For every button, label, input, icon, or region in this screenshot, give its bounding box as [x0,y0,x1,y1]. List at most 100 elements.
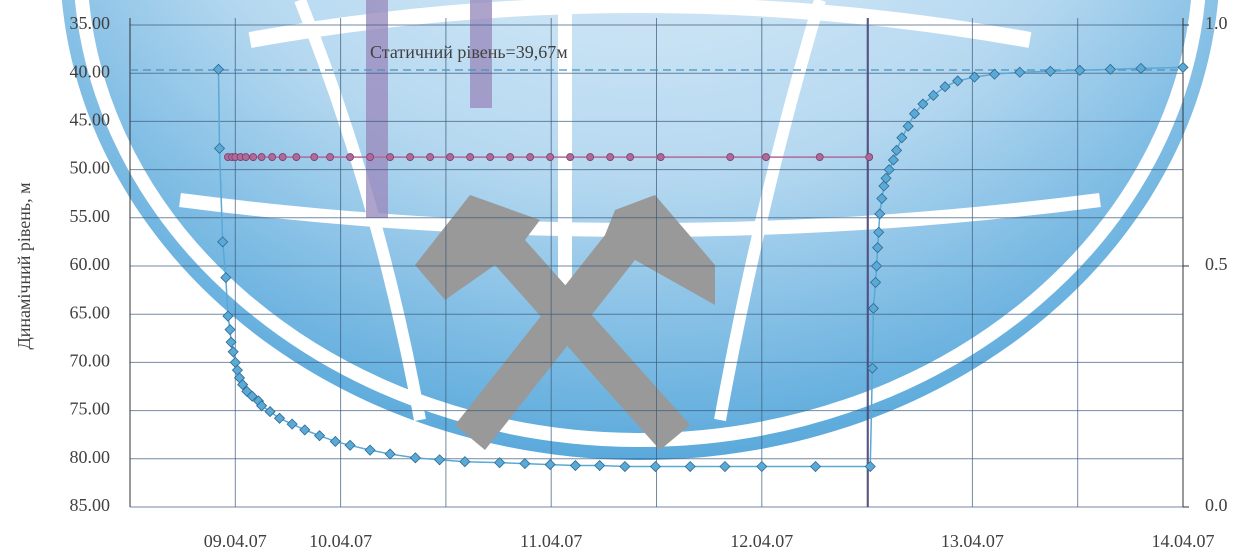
data-point [346,153,354,161]
data-point [866,362,878,374]
data-point [426,153,435,161]
data-point [908,108,921,120]
data-point [756,460,768,473]
data-point [286,418,298,430]
data-point [519,458,531,470]
data-point [902,120,914,132]
y-tick-label: 80.00 [70,447,111,467]
data-point [212,63,225,75]
data-point [225,336,237,348]
data-point [310,153,319,161]
data-point [364,444,376,456]
data-point [386,153,394,161]
data-point [586,153,595,161]
y-tick-label: 50.00 [70,158,111,178]
y-axis-title: Динамічний рівень, м [14,183,34,350]
data-point [626,153,635,161]
data-point [1014,66,1026,78]
data-point [896,132,908,144]
data-point [299,424,311,436]
data-point [246,390,258,402]
data-point [466,153,475,161]
data-point [366,153,374,161]
data-point [268,153,277,161]
data-point [719,460,731,473]
y-tick-label: 35.00 [70,13,111,33]
x-tick-label: 09.04.07 [204,531,267,551]
data-point [213,142,226,154]
data-point [887,154,899,166]
data-point [446,153,455,161]
data-point [872,242,884,254]
x-tick-label: 11.04.07 [520,531,582,551]
y-tick-label: 85.00 [70,495,111,515]
data-point [1044,65,1056,77]
data-point [231,364,243,376]
y-tick-label: 75.00 [70,399,111,419]
y2-tick-label: 0.0 [1205,495,1228,515]
data-point [292,153,301,161]
data-point [649,460,662,473]
data-point [384,448,396,460]
data-point [526,153,535,161]
data-point [869,276,882,288]
data-point [222,310,234,322]
y2-tick-label: 0.5 [1205,254,1228,274]
data-point [313,430,326,442]
y-tick-label: 55.00 [70,206,111,226]
y-tick-label: 45.00 [70,110,111,130]
data-point [726,153,735,161]
data-point [344,439,356,451]
data-point [278,153,287,161]
data-point [434,454,446,466]
data-point [883,164,895,176]
data-point [229,356,241,368]
data-point [865,153,874,161]
y2-tick-label: 1.0 [1205,13,1228,33]
data-point [406,153,414,161]
data-point [927,89,940,101]
data-point [1177,61,1189,73]
data-point [227,346,239,358]
data-point [762,153,770,161]
x-tick-label: 12.04.07 [730,531,793,551]
data-point [594,459,606,472]
y-tick-label: 60.00 [70,254,111,274]
data-point [952,75,964,87]
data-point [217,236,229,248]
data-point [264,405,276,418]
data-point [506,153,515,161]
data-point [684,460,696,473]
data-point [409,452,421,464]
data-point [326,153,334,161]
data-point [867,302,879,314]
data-point [891,144,903,156]
x-tick-label: 14.04.07 [1152,531,1215,551]
data-point [220,272,232,284]
x-tick-label: 13.04.07 [941,531,1004,551]
data-point [459,456,471,468]
data-point [1104,63,1116,75]
data-point [569,459,581,472]
data-point [256,400,268,412]
data-point [224,324,236,336]
static-level-label: Статичний рівень=39,67м [370,42,568,62]
data-point [546,153,555,161]
data-point [1135,62,1147,74]
data-point [917,98,929,110]
data-point [329,435,341,448]
data-point [566,153,575,161]
data-point [494,457,506,469]
data-point [544,459,556,471]
data-point [864,460,876,473]
data-point [988,68,1001,80]
data-point [656,153,665,161]
data-point [257,153,266,161]
x-tick-label: 10.04.07 [309,531,372,551]
data-point [815,153,824,161]
data-point [968,71,981,83]
data-point [880,172,892,184]
data-point [873,226,885,238]
data-point [1074,64,1086,76]
